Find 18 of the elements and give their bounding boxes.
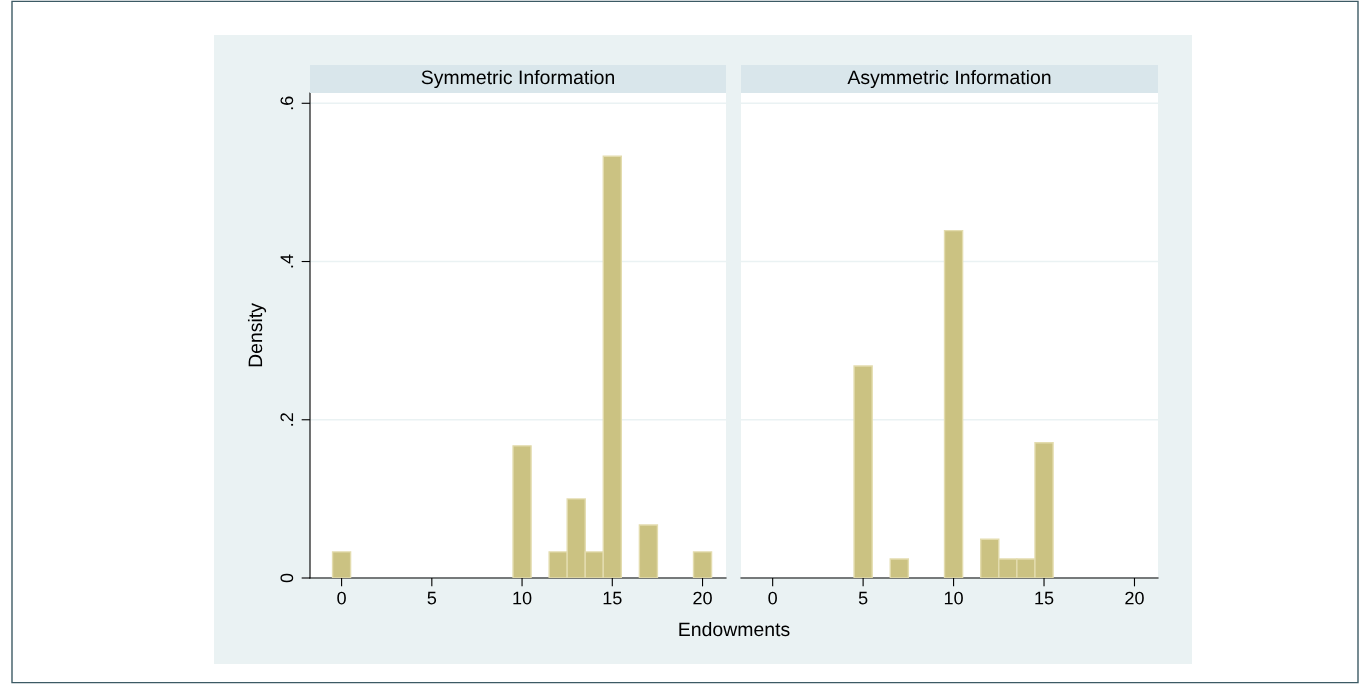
x-tick-label: 5: [858, 591, 868, 605]
y-tick-label: .2: [280, 413, 294, 426]
x-tick-label: 20: [1125, 591, 1144, 605]
x-tick-label: 5: [427, 591, 437, 605]
x-tick-label: 0: [337, 591, 346, 605]
chart-title: Asymmetric Information: [847, 69, 1051, 89]
x-tick-label: 20: [693, 591, 712, 605]
chart-title: Symmetric Information: [421, 69, 614, 89]
x-axis-title: Endowments: [679, 621, 790, 637]
x-tick-label: 15: [603, 591, 622, 605]
y-tick-label: 0: [280, 573, 294, 583]
y-tick-label: .4: [280, 254, 294, 268]
x-tick-label: 10: [944, 591, 963, 605]
x-tick-label: 0: [768, 591, 777, 605]
x-tick-label: 10: [513, 591, 532, 605]
x-tick-label: 15: [1035, 591, 1054, 605]
y-tick-label: .6: [280, 96, 294, 110]
y-axis-title: Density: [247, 303, 267, 367]
